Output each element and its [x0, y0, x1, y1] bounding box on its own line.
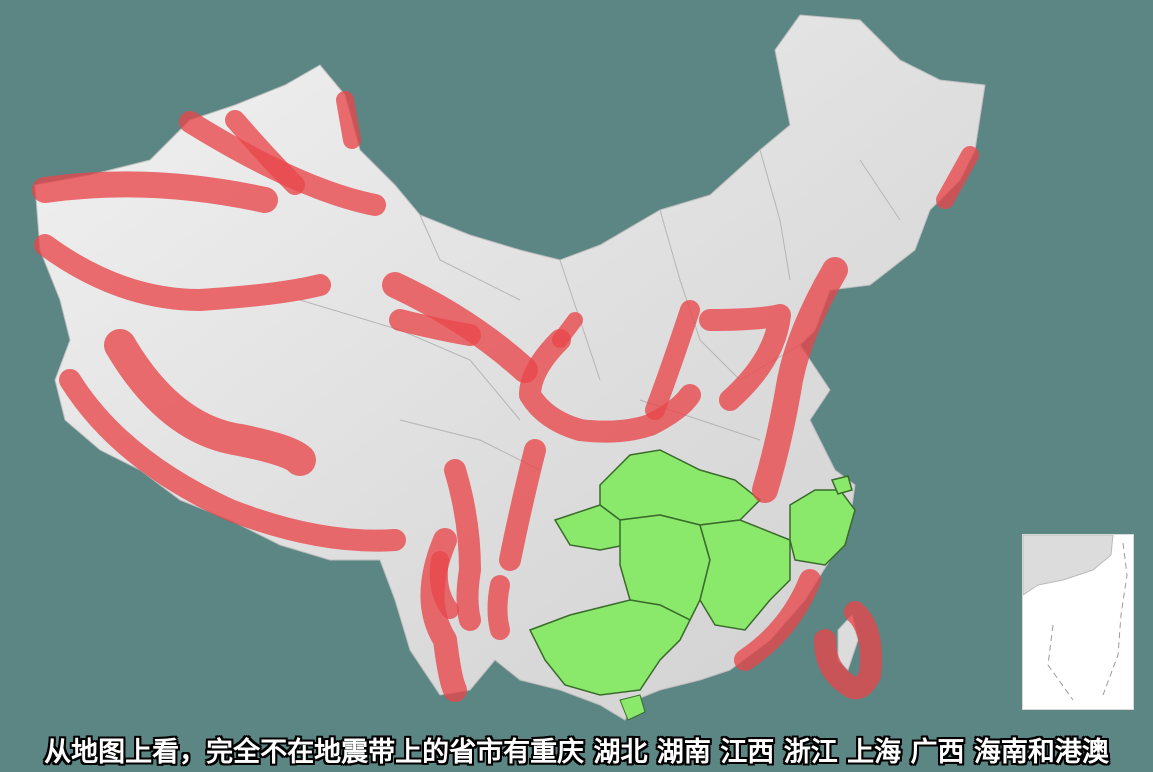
seismic-belt-yunnan-east	[487, 575, 510, 640]
south-china-sea-inset	[1022, 534, 1134, 710]
inset-coastline	[1022, 534, 1114, 596]
seismic-belt-altai-north	[336, 91, 361, 149]
seismic-belt-himalaya	[59, 369, 406, 552]
seismic-belt-anninghe	[499, 439, 546, 571]
seismic-belt-shanxi	[645, 300, 700, 420]
seismic-belt-north-tianshan	[32, 171, 278, 213]
inset-dashed-line	[1047, 542, 1128, 701]
region-shanghai	[830, 475, 853, 495]
seismic-belt-northeast	[936, 146, 979, 209]
seismic-belt-yunnan-mid	[429, 551, 459, 619]
seismic-belt-ordos-inner	[552, 312, 583, 348]
seismic-belt-tanlu	[752, 257, 848, 503]
region-jiangxi	[699, 519, 791, 631]
seismic-belts	[32, 91, 979, 702]
seismic-belt-junggar	[225, 110, 305, 195]
seismic-belt-hebei	[699, 304, 791, 411]
seismic-belt-xianshuihe	[444, 459, 481, 631]
seismic-belt-nw-east	[389, 309, 481, 346]
region-zhejiang	[789, 489, 856, 566]
non-seismic-provinces	[528, 449, 856, 696]
subtitle-caption: 从地图上看，完全不在地震带上的省市有重庆 湖北 湖南 江西 浙江 上海 广西 海…	[44, 737, 1109, 768]
region-hunan	[619, 514, 711, 622]
seismic-belt-se-coast	[734, 569, 821, 671]
seismic-belt-taiwan	[814, 601, 882, 700]
south-china-sea-inset-map	[1022, 534, 1128, 701]
seismic-belt-kunlun	[104, 329, 316, 476]
seismic-belt-south-tianshan	[34, 234, 331, 311]
hainan-island	[619, 694, 646, 721]
region-guangxi	[528, 599, 692, 696]
seismic-belt-ordos-loop	[519, 329, 701, 443]
